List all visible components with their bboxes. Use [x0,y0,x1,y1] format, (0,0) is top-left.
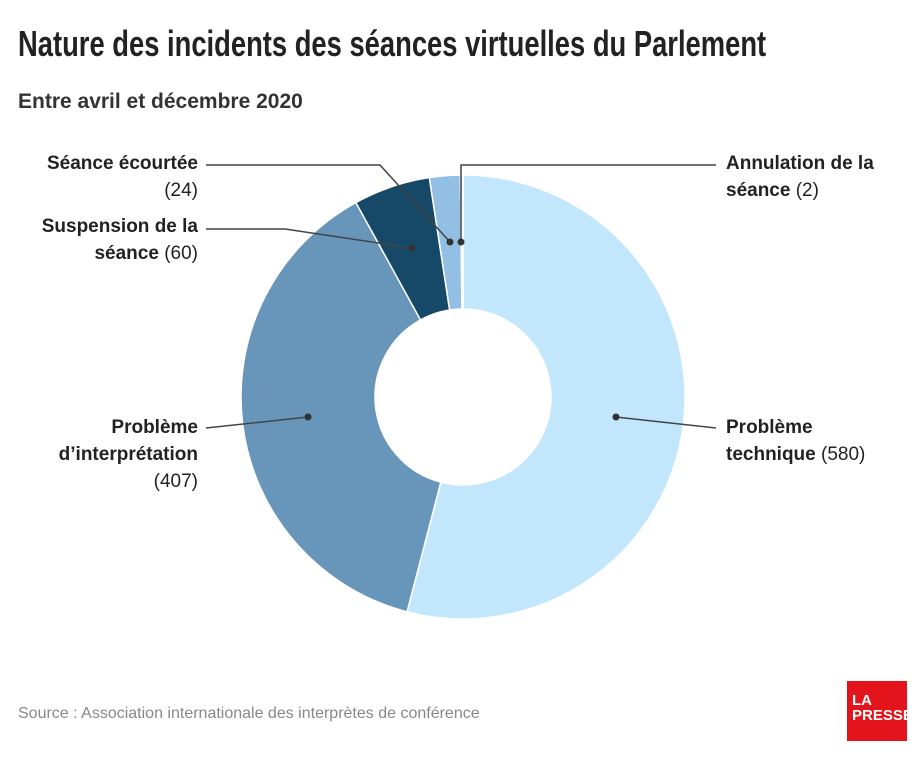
leader-dot [457,238,465,246]
la-presse-logo: LA PRESSE [847,681,913,741]
leader-line [206,164,451,243]
chart-title: Nature des incidents des séances virtuel… [18,23,767,64]
label-ecourtee: Séance écourtée (24) [46,153,198,201]
source-note: Source : Association internationale des … [18,705,480,722]
leader-dot [612,413,620,421]
leader-line [205,416,309,429]
donut-slice [240,201,442,613]
leader-dot [408,244,416,252]
leader-line [460,164,716,242]
label-annulation: Annulation de la séance (2) [726,153,874,201]
label-technique: Problème technique (580) [726,417,866,465]
label-interpretation: Problème d’interprétation (407) [58,417,198,492]
label-suspension: Suspension de la séance (60) [41,216,198,264]
chart-subtitle: Entre avril et décembre 2020 [18,90,303,113]
leader-line [615,416,717,429]
donut-slice [406,174,686,620]
leader-dot [304,413,312,421]
leader-dot [446,238,454,246]
leader-line [206,228,413,249]
